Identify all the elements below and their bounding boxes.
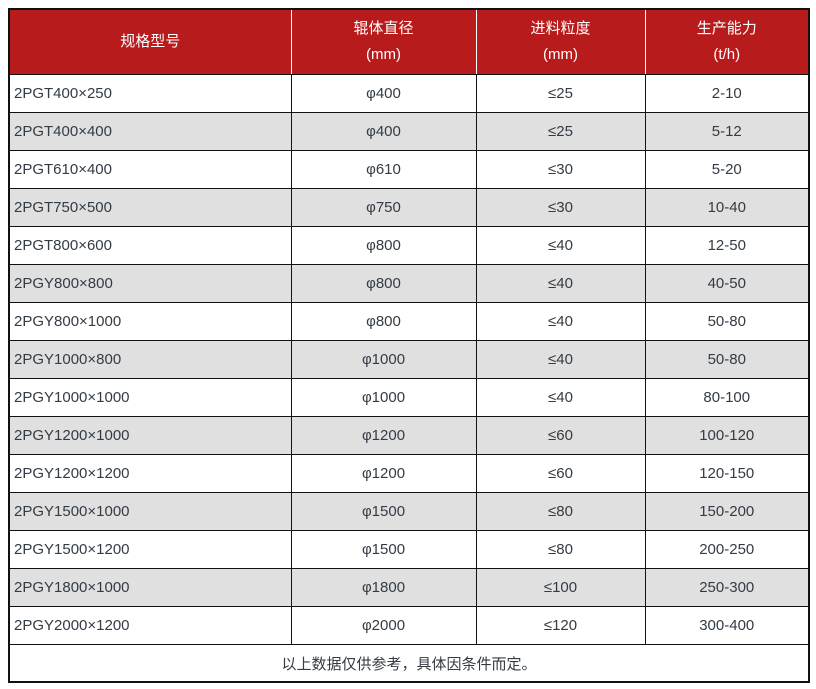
cell-model: 2PGT400×250 <box>8 74 292 113</box>
cell-feed-size: ≤100 <box>475 568 646 607</box>
cell-model: 2PGY1000×800 <box>8 340 292 379</box>
cell-model: 2PGY2000×1200 <box>8 606 292 645</box>
cell-capacity: 50-80 <box>644 340 810 379</box>
col-header-capacity-label: 生产能力 <box>696 20 757 37</box>
cell-feed-size: ≤120 <box>475 606 646 645</box>
table-row: 2PGT750×500 φ750 ≤30 10-40 <box>8 188 810 227</box>
cell-capacity: 80-100 <box>644 378 810 417</box>
table-row: 2PGT400×400 φ400 ≤25 5-12 <box>8 112 810 151</box>
cell-capacity: 2-10 <box>644 74 810 113</box>
cell-model: 2PGY1500×1200 <box>8 530 292 569</box>
cell-model: 2PGT400×400 <box>8 112 292 151</box>
cell-feed-size: ≤40 <box>475 226 646 265</box>
cell-capacity: 120-150 <box>644 454 810 493</box>
cell-feed-size: ≤30 <box>475 188 646 227</box>
cell-model: 2PGT750×500 <box>8 188 292 227</box>
cell-capacity: 200-250 <box>644 530 810 569</box>
cell-roller-diameter: φ800 <box>290 302 477 341</box>
col-header-capacity-unit: (t/h) <box>713 46 741 63</box>
header-row: 规格型号 辊体直径 (mm) 进料粒度 (mm) 生产能力 (t/h) <box>8 9 810 75</box>
cell-model: 2PGT800×600 <box>8 226 292 265</box>
cell-capacity: 12-50 <box>644 226 810 265</box>
cell-capacity: 50-80 <box>644 302 810 341</box>
table-footnote: 以上数据仅供参考，具体因条件而定。 <box>8 644 810 683</box>
cell-roller-diameter: φ1200 <box>290 416 477 455</box>
cell-feed-size: ≤40 <box>475 378 646 417</box>
cell-capacity: 300-400 <box>644 606 810 645</box>
cell-feed-size: ≤60 <box>475 454 646 493</box>
col-header-feed-size: 进料粒度 (mm) <box>475 9 646 75</box>
cell-capacity: 100-120 <box>644 416 810 455</box>
table-row: 2PGY1200×1000 φ1200 ≤60 100-120 <box>8 416 810 455</box>
cell-capacity: 250-300 <box>644 568 810 607</box>
cell-model: 2PGY1500×1000 <box>8 492 292 531</box>
cell-roller-diameter: φ750 <box>290 188 477 227</box>
cell-roller-diameter: φ400 <box>290 112 477 151</box>
cell-feed-size: ≤30 <box>475 150 646 189</box>
col-header-feed-size-label: 进料粒度 <box>530 20 591 37</box>
table-row: 2PGY1800×1000 φ1800 ≤100 250-300 <box>8 568 810 607</box>
cell-roller-diameter: φ1000 <box>290 340 477 379</box>
table-row: 2PGY1500×1200 φ1500 ≤80 200-250 <box>8 530 810 569</box>
col-header-roller-diameter: 辊体直径 (mm) <box>290 9 477 75</box>
cell-capacity: 150-200 <box>644 492 810 531</box>
table-body: 2PGT400×250 φ400 ≤25 2-10 2PGT400×400 φ4… <box>8 74 810 645</box>
table-row: 2PGY1500×1000 φ1500 ≤80 150-200 <box>8 492 810 531</box>
cell-model: 2PGY1800×1000 <box>8 568 292 607</box>
cell-feed-size: ≤25 <box>475 112 646 151</box>
cell-model: 2PGY1200×1000 <box>8 416 292 455</box>
cell-feed-size: ≤80 <box>475 492 646 531</box>
col-header-feed-size-unit: (mm) <box>543 46 578 63</box>
cell-capacity: 40-50 <box>644 264 810 303</box>
table-row: 2PGY1000×800 φ1000 ≤40 50-80 <box>8 340 810 379</box>
table-row: 2PGY1000×1000 φ1000 ≤40 80-100 <box>8 378 810 417</box>
cell-roller-diameter: φ1500 <box>290 530 477 569</box>
cell-roller-diameter: φ1500 <box>290 492 477 531</box>
cell-model: 2PGY1000×1000 <box>8 378 292 417</box>
cell-capacity: 5-20 <box>644 150 810 189</box>
table-footer: 以上数据仅供参考，具体因条件而定。 <box>8 644 810 683</box>
cell-roller-diameter: φ800 <box>290 226 477 265</box>
cell-feed-size: ≤40 <box>475 264 646 303</box>
cell-feed-size: ≤40 <box>475 340 646 379</box>
cell-roller-diameter: φ1200 <box>290 454 477 493</box>
table-row: 2PGY1200×1200 φ1200 ≤60 120-150 <box>8 454 810 493</box>
cell-model: 2PGY800×800 <box>8 264 292 303</box>
cell-model: 2PGY800×1000 <box>8 302 292 341</box>
cell-roller-diameter: φ610 <box>290 150 477 189</box>
col-header-roller-diameter-unit: (mm) <box>366 46 401 63</box>
col-header-capacity: 生产能力 (t/h) <box>644 9 810 75</box>
footnote-row: 以上数据仅供参考，具体因条件而定。 <box>8 644 810 683</box>
cell-roller-diameter: φ400 <box>290 74 477 113</box>
cell-feed-size: ≤80 <box>475 530 646 569</box>
table-row: 2PGY2000×1200 φ2000 ≤120 300-400 <box>8 606 810 645</box>
table-header: 规格型号 辊体直径 (mm) 进料粒度 (mm) 生产能力 (t/h) <box>8 9 810 75</box>
specification-table: 规格型号 辊体直径 (mm) 进料粒度 (mm) 生产能力 (t/h) 2PGT… <box>8 8 810 683</box>
cell-model: 2PGT610×400 <box>8 150 292 189</box>
cell-capacity: 10-40 <box>644 188 810 227</box>
col-header-model-label: 规格型号 <box>120 33 181 50</box>
cell-roller-diameter: φ1000 <box>290 378 477 417</box>
col-header-roller-diameter-label: 辊体直径 <box>353 20 414 37</box>
table-row: 2PGY800×800 φ800 ≤40 40-50 <box>8 264 810 303</box>
cell-feed-size: ≤40 <box>475 302 646 341</box>
cell-roller-diameter: φ1800 <box>290 568 477 607</box>
cell-feed-size: ≤60 <box>475 416 646 455</box>
cell-capacity: 5-12 <box>644 112 810 151</box>
table-row: 2PGT400×250 φ400 ≤25 2-10 <box>8 74 810 113</box>
table-row: 2PGT610×400 φ610 ≤30 5-20 <box>8 150 810 189</box>
cell-roller-diameter: φ2000 <box>290 606 477 645</box>
table-row: 2PGY800×1000 φ800 ≤40 50-80 <box>8 302 810 341</box>
cell-feed-size: ≤25 <box>475 74 646 113</box>
table-row: 2PGT800×600 φ800 ≤40 12-50 <box>8 226 810 265</box>
cell-model: 2PGY1200×1200 <box>8 454 292 493</box>
col-header-model: 规格型号 <box>8 9 292 75</box>
cell-roller-diameter: φ800 <box>290 264 477 303</box>
